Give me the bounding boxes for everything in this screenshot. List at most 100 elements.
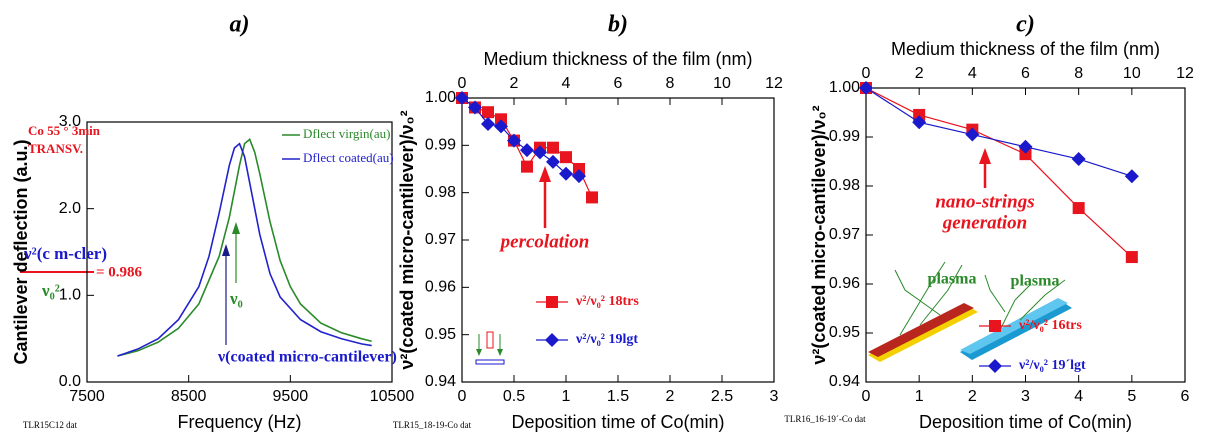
marker: [1019, 148, 1032, 161]
y-tick-label: 0.95: [829, 324, 860, 341]
marker: [521, 160, 533, 173]
y-tick-label: 0.94: [829, 373, 860, 390]
marker: [507, 133, 521, 148]
y-tick-label: 3.0: [59, 113, 81, 130]
annotation: ν²(c m-cler): [23, 244, 107, 263]
legend-label: ν²/ν₀² 18trs: [575, 294, 639, 309]
annotation: TRANSV.: [28, 141, 83, 156]
x-tick-label: 5: [1127, 388, 1136, 405]
marker: [560, 151, 572, 164]
plasma-illustration: [868, 261, 1072, 362]
x-tick-label: 0: [458, 388, 467, 405]
marker: [1125, 251, 1138, 264]
marker: [455, 91, 469, 105]
marker: [481, 117, 495, 132]
x2-tick-label: 12: [765, 75, 783, 92]
marker: [482, 106, 494, 119]
x2-tick-label: 10: [1123, 65, 1141, 82]
arrow-head: [232, 222, 240, 234]
marker: [546, 154, 560, 169]
x2-tick-label: 2: [510, 75, 519, 92]
y-tick-label: 0.96: [829, 275, 860, 292]
file-label: TLR15_18-19-Co dat: [393, 420, 472, 430]
y-tick-label: 0.99: [829, 128, 860, 145]
x-tick-label: 0.5: [503, 388, 525, 405]
y-tick-label: 0.98: [425, 184, 456, 201]
annotation: percolation: [499, 231, 590, 252]
y-tick-label: 1.00: [425, 89, 456, 106]
x-tick-label: 7500: [69, 388, 105, 405]
series-line: [117, 137, 372, 357]
x-tick-label: 1: [915, 388, 924, 405]
arrow-head: [222, 244, 230, 256]
sample-icon: [475, 331, 505, 365]
annotation: ν₀²: [41, 281, 60, 300]
annotation: nano-strings: [935, 191, 1034, 212]
y-tick-label: 0.99: [425, 137, 456, 154]
panel-label: b): [608, 12, 628, 38]
legend-marker: [546, 296, 558, 308]
marker: [1018, 139, 1033, 154]
marker: [547, 141, 559, 154]
marker: [965, 127, 980, 142]
x-tick-label: 2: [968, 388, 977, 405]
legend-marker: [989, 320, 1001, 332]
annotation: generation: [942, 212, 1027, 233]
file-label: TLR16_16-19´-Co dat: [784, 414, 866, 424]
arrow-head: [539, 166, 551, 182]
y-tick-label: 1.0: [59, 287, 81, 304]
annotation: Co 55 ° 3min: [28, 123, 101, 138]
x-tick-label: 2.5: [711, 388, 733, 405]
y-axis-label: ν²(coated micro-cantilever)/ν₀²: [397, 110, 417, 369]
x2-axis-label: Medium thickness of the film (nm): [891, 39, 1160, 59]
x2-tick-label: 0: [458, 75, 467, 92]
y-axis-label: Cantilever deflection (a.u.): [11, 139, 31, 364]
marker: [912, 115, 927, 130]
x-tick-label: 10500: [370, 388, 415, 405]
y-axis-label: ν²(coated micro-cantilever)/ν₀²: [809, 105, 829, 364]
x2-tick-label: 12: [1176, 65, 1194, 82]
x2-tick-label: 10: [713, 75, 731, 92]
legend-label: Dflect virgin(au): [303, 126, 390, 141]
y-tick-label: 0.97: [425, 231, 456, 248]
marker: [913, 108, 926, 121]
annotation: ν(coated micro-cantilever): [217, 349, 397, 366]
arrow-head: [979, 148, 991, 164]
x2-axis-label: Medium thickness of the film (nm): [483, 49, 752, 69]
x2-tick-label: 8: [1074, 65, 1083, 82]
annotation: plasma: [1011, 273, 1060, 290]
x-tick-label: 4: [1074, 388, 1083, 405]
y-tick-label: 0.97: [829, 226, 860, 243]
x-tick-label: 8500: [171, 388, 207, 405]
x-axis-label: Deposition time of Co(min): [511, 412, 724, 432]
series-line: [461, 97, 580, 177]
y-tick-label: 2.0: [59, 200, 81, 217]
marker: [494, 119, 508, 134]
x-tick-label: 0: [862, 388, 871, 405]
y-tick-label: 0.96: [425, 279, 456, 296]
marker: [1072, 202, 1085, 215]
x-tick-label: 3: [770, 388, 779, 405]
marker: [468, 100, 482, 115]
marker: [533, 145, 547, 160]
x2-tick-label: 0: [862, 65, 871, 82]
file-label: TLR15C12 dat: [23, 420, 78, 430]
x2-tick-label: 4: [968, 65, 977, 82]
legend-marker: [988, 359, 1002, 373]
annotation: plasma: [928, 271, 977, 288]
y-tick-label: 0.0: [59, 373, 81, 390]
series-line: [865, 87, 1133, 258]
marker: [1071, 152, 1086, 167]
marker: [1124, 169, 1139, 184]
legend-marker: [545, 333, 559, 347]
marker: [520, 143, 534, 158]
x-tick-label: 3: [1021, 388, 1030, 405]
legend-label: ν²/ν₀² 19lgt: [575, 332, 638, 347]
marker: [559, 166, 573, 181]
y-tick-label: 0.94: [425, 373, 456, 390]
x-tick-label: 1.5: [607, 388, 629, 405]
annotation: ν₀: [229, 289, 243, 308]
x2-tick-label: 2: [915, 65, 924, 82]
x-tick-label: 2: [666, 388, 675, 405]
